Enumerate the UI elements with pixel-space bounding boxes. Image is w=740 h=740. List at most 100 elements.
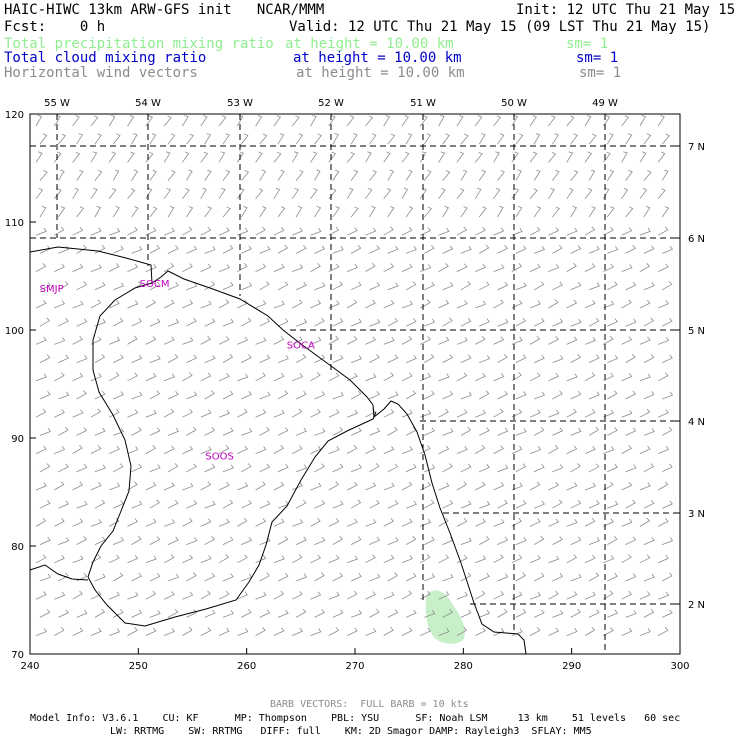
wind-barb: [497, 169, 505, 181]
wind-barb: [625, 610, 637, 618]
wind-barb: [479, 536, 490, 545]
wind-barb: [643, 206, 651, 218]
wind-barb: [588, 537, 600, 545]
wind-barb: [328, 226, 340, 236]
wind-barb: [350, 244, 362, 254]
wind-barb: [479, 427, 490, 436]
wind-barb: [602, 187, 610, 200]
wind-barb: [584, 591, 596, 600]
wind-barb: [295, 205, 303, 218]
wind-barb: [405, 427, 417, 436]
wind-barb: [497, 245, 508, 254]
wind-barb: [255, 591, 267, 600]
wind-barb: [350, 609, 363, 618]
wind-barb: [39, 391, 51, 400]
wind-barb: [131, 609, 143, 618]
wind-barb: [365, 445, 376, 454]
wind-barb: [200, 590, 211, 600]
wind-barb: [511, 115, 519, 127]
wind-barb: [478, 133, 486, 145]
wind-barb: [405, 169, 413, 181]
wind-barb: [94, 205, 101, 218]
wind-barb: [479, 609, 491, 618]
wind-barb: [145, 187, 153, 200]
wind-barb: [493, 336, 505, 345]
wind-barb: [533, 245, 546, 254]
wind-barb: [424, 390, 435, 400]
wind-barb: [529, 555, 541, 564]
wind-barb: [511, 445, 523, 454]
wind-barb: [606, 206, 615, 218]
wind-barb: [607, 354, 619, 363]
wind-barb: [639, 628, 651, 636]
wind-barb: [310, 408, 321, 418]
wind-barb: [149, 355, 161, 363]
wind-barb: [328, 151, 337, 163]
wind-barb: [438, 445, 450, 454]
wind-barb: [548, 263, 560, 272]
wind-barb: [72, 300, 84, 309]
wind-barb: [383, 188, 392, 200]
wind-barb: [255, 151, 263, 163]
wind-barb: [296, 354, 307, 363]
wind-barb: [314, 282, 326, 291]
wind-barb: [424, 573, 436, 582]
wind-barb: [163, 554, 175, 564]
wind-barb: [58, 609, 69, 618]
wind-barb: [259, 463, 271, 473]
wind-barb: [621, 518, 633, 527]
lat-label: 5 N: [688, 326, 705, 337]
wind-barb: [35, 408, 47, 418]
wind-barb: [566, 227, 578, 236]
wind-barb: [438, 227, 450, 236]
x-tick-label: 280: [454, 661, 473, 672]
wind-barb: [548, 372, 560, 382]
wind-barb: [460, 463, 472, 473]
wind-barb: [332, 133, 339, 145]
wind-barb: [39, 536, 51, 545]
wind-barb: [511, 628, 523, 636]
wind-barb: [497, 608, 508, 618]
wind-barb: [387, 206, 395, 218]
wind-barb: [405, 463, 417, 473]
wind-barb: [218, 373, 230, 382]
wind-barb: [237, 554, 248, 564]
wind-barb: [332, 206, 340, 218]
wind-barb: [529, 263, 541, 272]
wind-barb: [241, 536, 253, 545]
wind-barb: [109, 300, 120, 309]
wind-barb: [529, 627, 541, 636]
wind-barb: [566, 591, 578, 600]
wind-barb: [460, 426, 472, 436]
wind-barb: [167, 245, 179, 254]
wind-barb: [163, 262, 175, 272]
wind-barb: [255, 188, 264, 200]
wind-barb: [292, 518, 304, 527]
wind-barb: [131, 463, 143, 473]
wind-barb: [273, 518, 285, 527]
wind-barb: [420, 590, 431, 600]
wind-barb: [607, 500, 619, 509]
wind-barb: [456, 627, 468, 636]
wind-barb: [405, 281, 417, 291]
wind-barb: [94, 608, 106, 618]
wind-barb: [255, 226, 266, 236]
wind-barb: [39, 282, 51, 291]
wind-barb: [460, 609, 472, 618]
wind-barb: [310, 151, 318, 163]
wind-barb: [200, 446, 212, 454]
wind-barb: [182, 151, 190, 163]
lat-label: 2 N: [688, 600, 705, 611]
wind-barb: [365, 115, 374, 127]
wind-barb: [39, 463, 51, 473]
wind-barb: [479, 355, 491, 363]
wind-barb: [456, 481, 468, 491]
wind-barb: [259, 609, 271, 618]
wind-barb: [405, 609, 417, 618]
wind-barb: [273, 263, 285, 272]
wind-barb: [200, 226, 212, 236]
wind-barb: [94, 169, 103, 181]
wind-barb: [112, 206, 120, 218]
wind-barb: [241, 354, 252, 363]
wind-barb: [314, 133, 322, 145]
